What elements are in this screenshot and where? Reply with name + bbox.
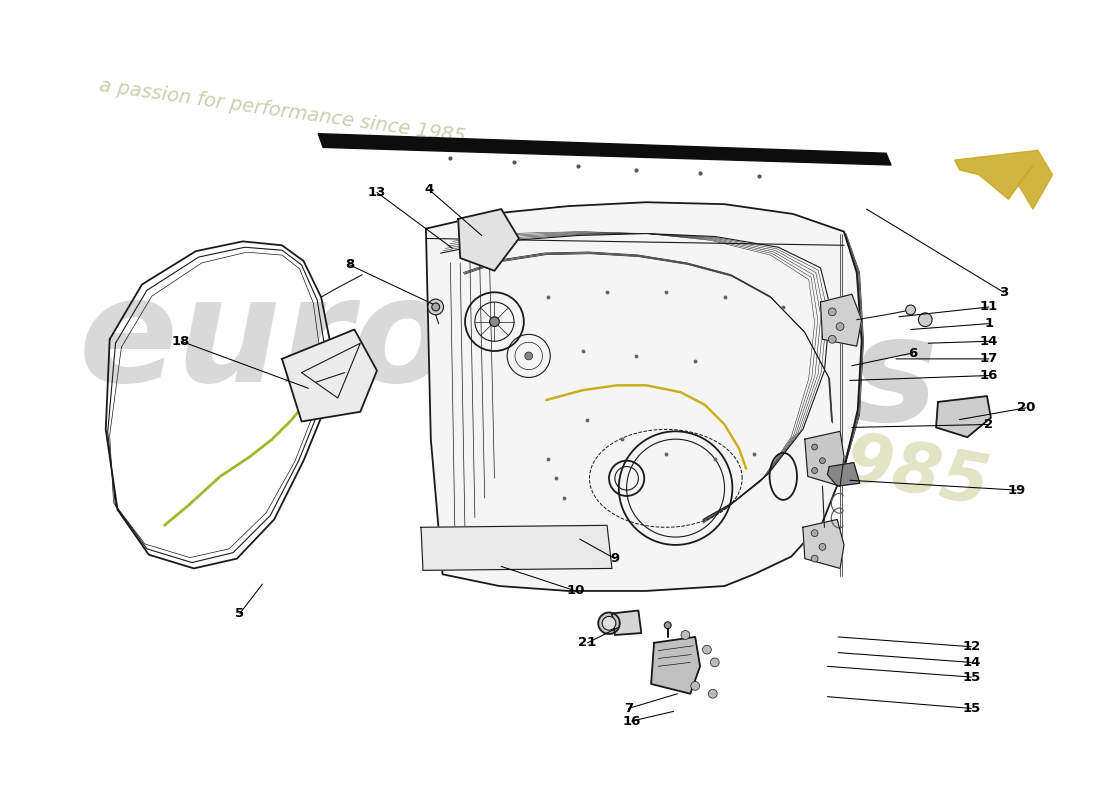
Text: 8: 8 [345, 258, 354, 271]
Text: 6: 6 [908, 346, 917, 359]
Text: 1: 1 [984, 317, 993, 330]
Text: euro: euro [78, 270, 453, 412]
Circle shape [691, 682, 700, 690]
Polygon shape [805, 431, 844, 486]
Text: 7: 7 [624, 702, 634, 715]
Circle shape [836, 322, 844, 330]
Text: 14: 14 [980, 334, 998, 348]
Polygon shape [318, 134, 891, 165]
Circle shape [828, 308, 836, 316]
Circle shape [703, 646, 712, 654]
Polygon shape [282, 330, 377, 422]
Circle shape [811, 555, 818, 562]
Circle shape [828, 335, 836, 343]
Circle shape [812, 444, 817, 450]
Circle shape [918, 313, 932, 326]
Text: 9: 9 [610, 552, 619, 565]
Circle shape [812, 467, 817, 474]
Polygon shape [421, 526, 612, 570]
Polygon shape [426, 202, 861, 591]
Circle shape [820, 458, 825, 464]
Polygon shape [803, 519, 844, 569]
Circle shape [432, 303, 440, 311]
Text: 12: 12 [962, 640, 980, 654]
Circle shape [905, 305, 915, 315]
Text: 21: 21 [579, 636, 596, 650]
Text: 19: 19 [1008, 483, 1025, 497]
Circle shape [428, 299, 443, 315]
Circle shape [525, 352, 532, 360]
Text: 15: 15 [962, 702, 980, 715]
Text: since 1985: since 1985 [568, 379, 994, 518]
Circle shape [681, 630, 690, 639]
Polygon shape [651, 637, 700, 694]
Text: 16: 16 [980, 369, 998, 382]
Polygon shape [821, 294, 861, 346]
Text: 16: 16 [623, 714, 640, 728]
Text: 11: 11 [980, 301, 998, 314]
Circle shape [602, 616, 616, 630]
Polygon shape [827, 462, 860, 486]
Polygon shape [612, 610, 641, 635]
Text: 15: 15 [962, 670, 980, 683]
Circle shape [711, 658, 719, 667]
Text: 13: 13 [367, 186, 386, 199]
Text: 5: 5 [235, 607, 244, 620]
Polygon shape [936, 396, 991, 438]
Circle shape [820, 543, 826, 550]
Text: 2: 2 [984, 418, 993, 431]
Text: 3: 3 [999, 286, 1009, 298]
Polygon shape [955, 150, 1053, 209]
Text: 18: 18 [172, 334, 190, 348]
Text: 20: 20 [1016, 402, 1035, 414]
Text: 10: 10 [566, 585, 585, 598]
Text: 17: 17 [980, 352, 998, 366]
Circle shape [811, 530, 818, 537]
Text: forces: forces [431, 310, 938, 451]
Text: 4: 4 [425, 183, 433, 196]
Circle shape [490, 317, 499, 326]
Polygon shape [459, 209, 519, 270]
Circle shape [598, 613, 619, 634]
Circle shape [664, 622, 671, 629]
Text: 14: 14 [962, 656, 980, 669]
Circle shape [708, 690, 717, 698]
Text: a passion for performance since 1985: a passion for performance since 1985 [98, 76, 466, 146]
